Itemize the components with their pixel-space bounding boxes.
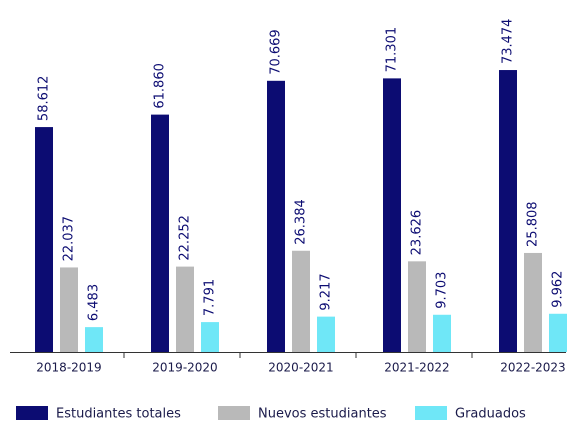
value-label: 58.612 [37,76,52,122]
legend-label: Nuevos estudiantes [258,407,387,422]
bar [176,266,194,352]
x-tick-label: 2022-2023 [500,361,565,375]
bar [292,250,310,352]
bar [317,316,335,352]
bar [408,261,426,352]
bar [151,114,169,353]
legend-swatch [16,406,48,420]
value-label: 73.474 [501,19,516,65]
value-label: 6.483 [87,284,102,321]
legend-label: Estudiantes totales [56,407,181,422]
legend-swatch [415,406,447,420]
bar [499,70,517,353]
value-label: 61.860 [153,63,168,109]
x-tick-label: 2020-2021 [268,361,333,375]
value-label: 71.301 [385,27,400,73]
value-label: 25.808 [526,201,541,247]
value-label: 22.252 [178,215,193,261]
value-label: 70.669 [269,29,284,75]
bar [267,80,285,352]
bar [383,78,401,352]
value-label: 9.962 [551,271,566,308]
bar [549,313,567,352]
value-label: 7.791 [203,279,218,316]
legend-swatch [218,406,250,420]
bar [35,127,53,352]
bar [433,314,451,352]
value-label: 22.037 [62,216,77,262]
bar [201,322,219,352]
value-label: 9.703 [435,272,450,309]
value-label: 26.384 [294,199,309,245]
legend-label: Graduados [455,407,526,422]
bar [85,327,103,352]
x-tick-label: 2018-2019 [36,361,101,375]
bar [524,252,542,352]
value-label: 9.217 [319,273,334,310]
bar [60,267,78,352]
value-label: 23.626 [410,210,425,256]
x-tick-label: 2019-2020 [152,361,217,375]
x-tick-label: 2021-2022 [384,361,449,375]
